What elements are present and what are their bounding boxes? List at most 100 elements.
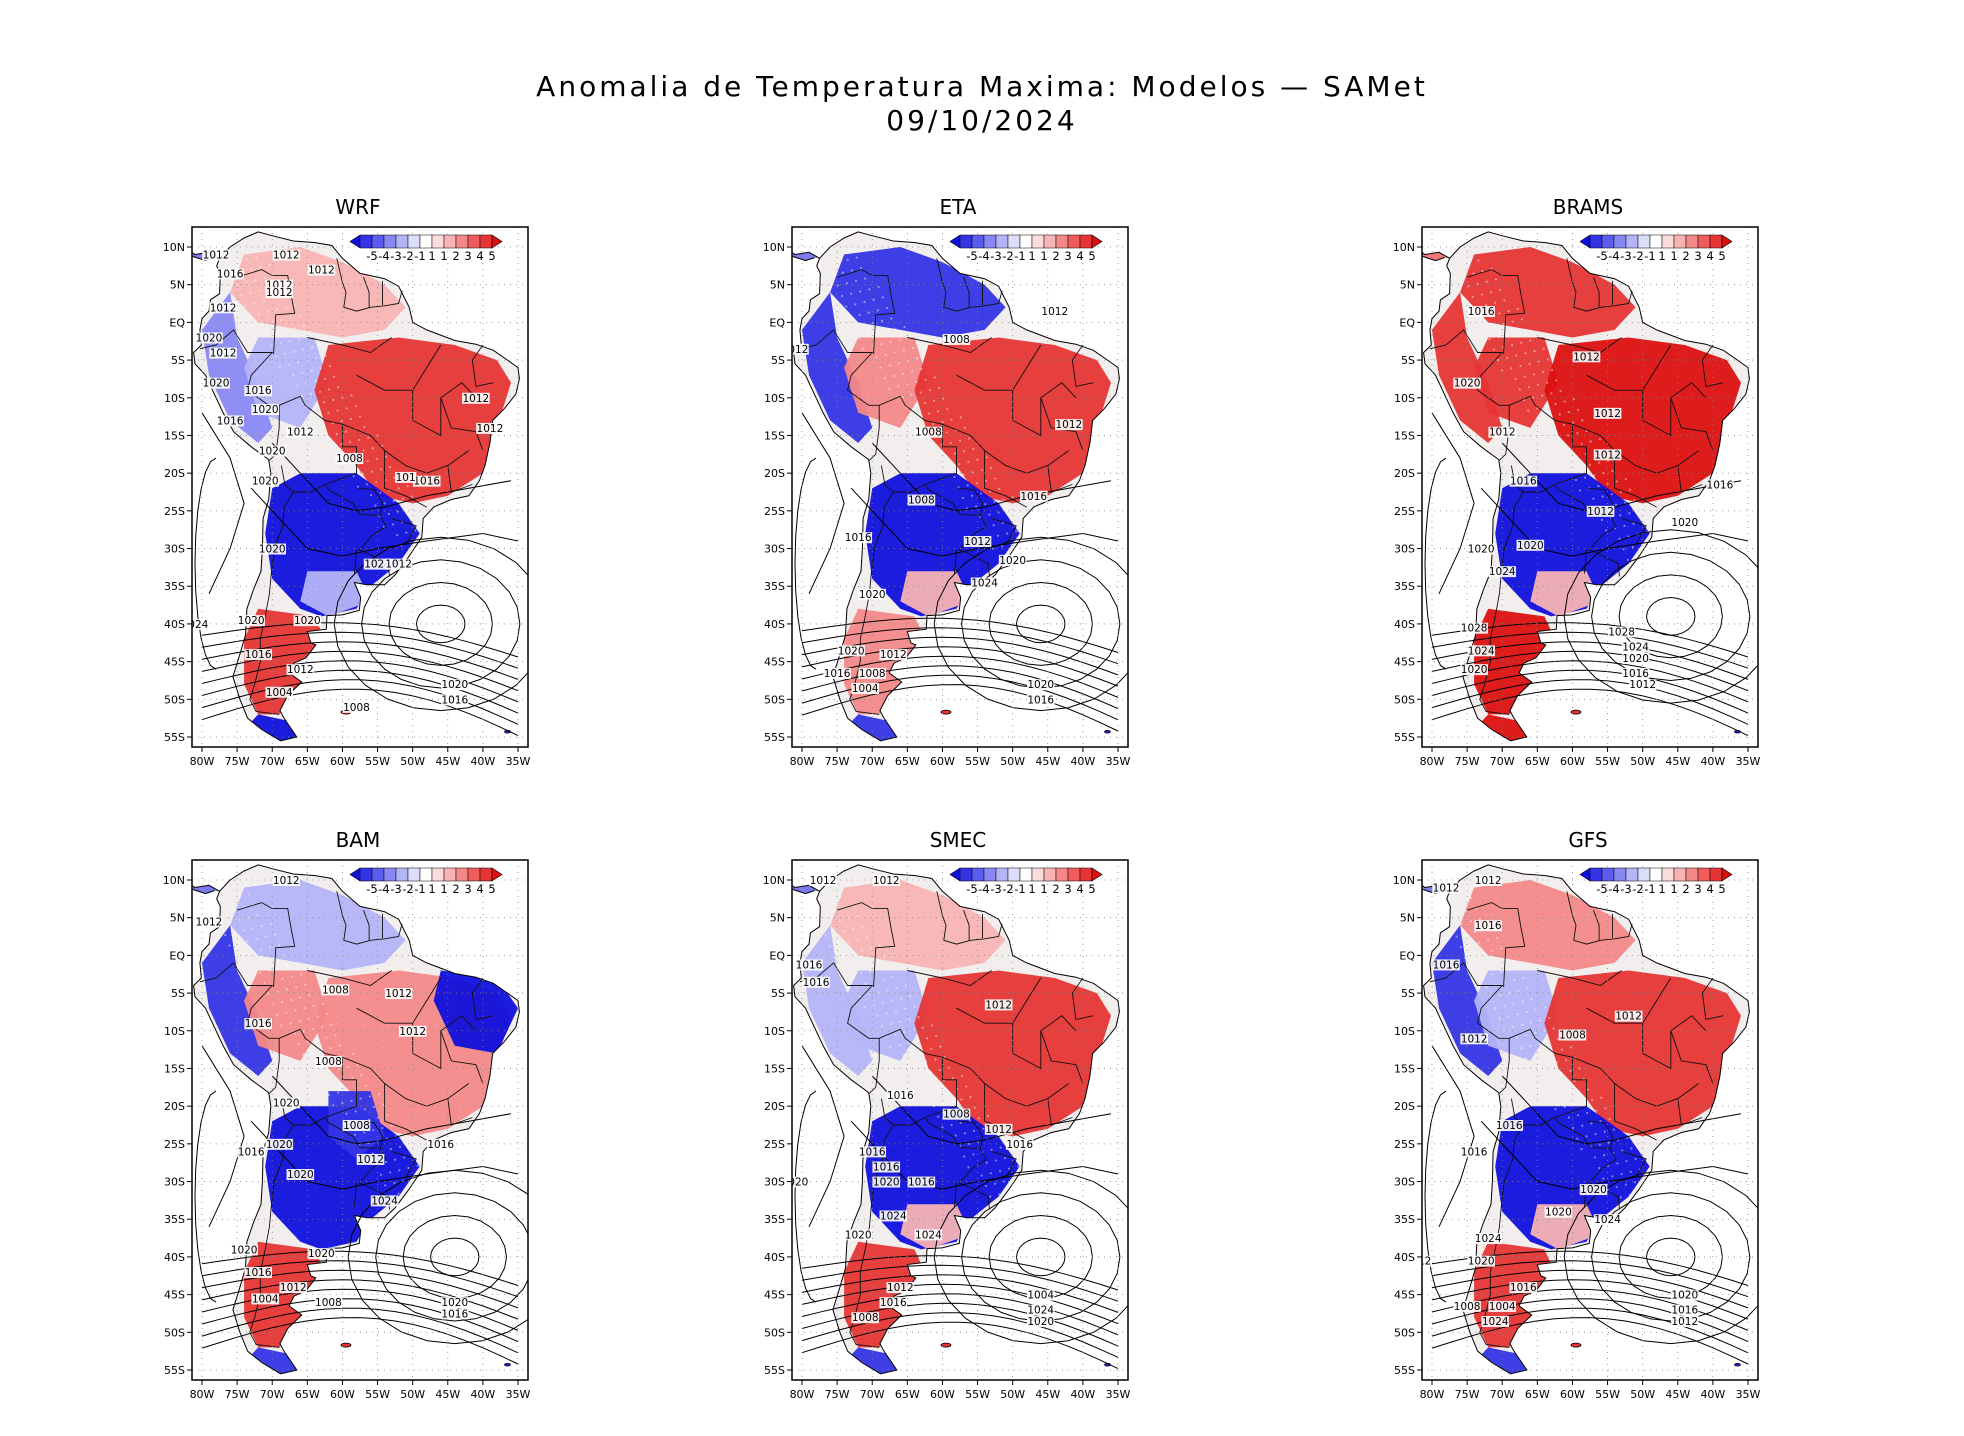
colorbar-swatch	[983, 867, 997, 882]
lat-label: 25S	[1394, 505, 1415, 518]
colorbar-label: 4	[476, 249, 483, 263]
lat-label: 45S	[764, 1289, 785, 1302]
lon-label: 70W	[1490, 1388, 1515, 1401]
isobar	[201, 412, 245, 595]
isobar-label: 1024	[1622, 642, 1649, 654]
country-border	[471, 344, 494, 388]
colorbar-label: 2	[1052, 882, 1059, 896]
isobar	[1015, 604, 1066, 644]
lat-label: 20S	[764, 467, 785, 480]
lon-label: 70W	[260, 1388, 285, 1401]
isobar	[801, 1255, 1119, 1291]
isobar-label: 1020	[782, 1177, 809, 1189]
colorbar-label: -1	[1014, 249, 1025, 263]
anomaly-region	[1460, 880, 1636, 971]
colorbar-label: -5	[966, 882, 977, 896]
colorbar-label: 4	[1706, 249, 1713, 263]
colorbar-label: -4	[1608, 882, 1619, 896]
anomaly-region	[1530, 571, 1601, 617]
map-panel-brams: BRAMS 1016 1012 1020 1012 1012 1012 1016 1016 10…	[1270, 195, 1761, 775]
isobar	[333, 536, 528, 712]
country-border	[324, 484, 383, 516]
isobar	[1431, 1045, 1475, 1228]
colorbar-label: -2	[1002, 249, 1013, 263]
lon-label: 35W	[1736, 1388, 1761, 1401]
isobar	[250, 487, 519, 557]
colorbar-label: 4	[1706, 882, 1713, 896]
isobar-label: 1008	[336, 453, 363, 465]
isobar	[1480, 487, 1749, 557]
colorbar-swatch	[371, 234, 385, 249]
country-border	[907, 337, 992, 353]
isobar-label: 1016	[887, 1090, 914, 1102]
lat-label: 30S	[764, 1176, 785, 1189]
isobar	[1431, 679, 1749, 725]
map-panel-smec: SMEC 1012 1012 1016 1016 1012 1016 1008 1012 101…	[640, 828, 1131, 1408]
map-panel-wrf: WRF 1012 1012 1016 1012 1012 1012 1012 1020 1012…	[40, 195, 531, 775]
colorbar: -5 -4 -3 -2 -1 1 1 2 3 4 5	[1579, 867, 1733, 896]
page-title: Anomalia de Temperatura Maxima: Modelos …	[0, 70, 1964, 138]
isobar-label: 1008	[315, 1297, 342, 1309]
lon-label: 45W	[1035, 1388, 1060, 1401]
isobar	[194, 1090, 217, 1303]
lon-label: 45W	[1665, 1388, 1690, 1401]
colorbar-swatch	[1601, 234, 1615, 249]
colorbar-label: 5	[1088, 249, 1095, 263]
colorbar-swatch	[1055, 867, 1069, 882]
lat-label: 10S	[764, 392, 785, 405]
country-border	[849, 1124, 894, 1348]
lon-label: 70W	[1490, 755, 1515, 768]
colorbar-swatch	[1697, 867, 1711, 882]
anomaly-region	[300, 571, 371, 617]
colorbar-label: 4	[1076, 882, 1083, 896]
isobar	[1618, 574, 1723, 659]
isobar-label: 1008	[943, 334, 970, 346]
isobar-label: 1012	[280, 1282, 307, 1294]
isobar	[201, 1298, 519, 1343]
isobar	[1591, 551, 1751, 682]
lat-label: 45S	[164, 1289, 185, 1302]
lat-label: 50S	[1394, 1326, 1415, 1339]
colorbar-label: 1	[1028, 249, 1035, 263]
country-border	[353, 1182, 357, 1207]
title-line-1: Anomalia de Temperatura Maxima: Modelos …	[536, 70, 1428, 103]
country-border	[1572, 1056, 1700, 1107]
isobar-label: 1008	[859, 668, 886, 680]
anomaly-region	[1460, 247, 1636, 338]
lon-label: 75W	[225, 755, 250, 768]
lat-label: 50S	[764, 693, 785, 706]
colorbar-label: -2	[402, 882, 413, 896]
country-border	[1040, 1030, 1084, 1084]
isobar-label: 1016	[1671, 1305, 1698, 1317]
lon-label: 35W	[1736, 755, 1761, 768]
country-border	[1588, 515, 1620, 577]
country-border	[342, 1056, 470, 1107]
lat-label: 5S	[1401, 354, 1415, 367]
colorbar-swatch	[1007, 867, 1021, 882]
lon-label: 70W	[860, 1388, 885, 1401]
lat-label: 40S	[1394, 618, 1415, 631]
isobar	[801, 1274, 1119, 1313]
isobar	[871, 442, 1112, 512]
lat-label: 20S	[1394, 467, 1415, 480]
lon-label: 60W	[1560, 1388, 1585, 1401]
isobar-label: 1020	[1622, 653, 1649, 665]
country-border	[1554, 1117, 1613, 1149]
isobar	[194, 457, 217, 670]
country-border	[1586, 344, 1672, 391]
isobar-label: 1020	[1027, 679, 1054, 691]
colorbar-label: 2	[452, 882, 459, 896]
lon-label: 55W	[1595, 1388, 1620, 1401]
country-border	[1586, 977, 1672, 1024]
lat-label: 10N	[763, 874, 785, 887]
lat-label: 10S	[1394, 1025, 1415, 1038]
south-georgia	[1104, 730, 1111, 734]
falkland-islands	[340, 1342, 352, 1348]
country-border	[799, 962, 880, 1094]
isobar-label: 1008	[1454, 1301, 1481, 1313]
title-line-2: 09/10/2024	[886, 104, 1078, 137]
country-border	[324, 1117, 383, 1149]
isobar	[801, 412, 845, 595]
isobar-label: 1020	[441, 1297, 468, 1309]
isobar	[201, 688, 519, 737]
